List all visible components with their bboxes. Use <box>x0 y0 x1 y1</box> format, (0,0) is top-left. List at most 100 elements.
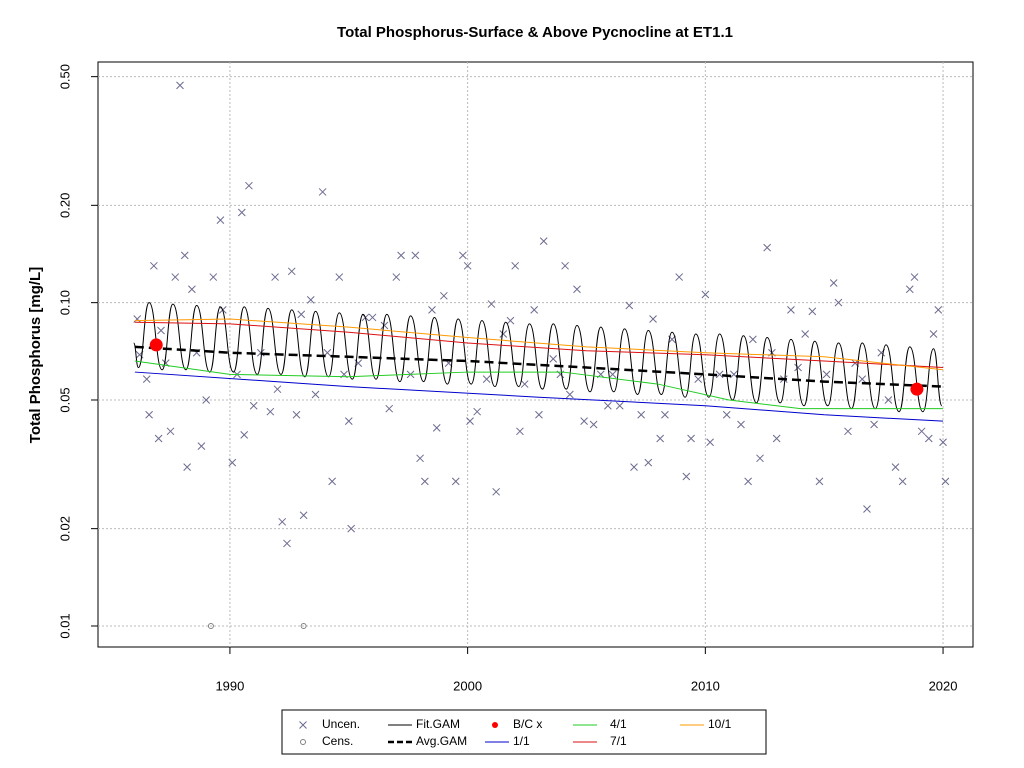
data-point <box>580 417 588 426</box>
data-point <box>145 410 153 419</box>
data-point <box>463 261 472 270</box>
data-point <box>701 290 710 299</box>
y-tick-label: 0.20 <box>57 193 72 218</box>
data-point <box>487 300 496 308</box>
data-point <box>166 427 175 436</box>
data-point <box>328 477 336 486</box>
data-point <box>237 208 246 217</box>
data-point <box>171 273 180 281</box>
legend-label: B/C x <box>513 717 542 731</box>
data-point <box>240 431 249 439</box>
data-point <box>207 622 214 629</box>
data-point <box>561 261 569 270</box>
legend-label: 1/1 <box>513 734 530 748</box>
data-point <box>516 427 524 436</box>
data-point <box>440 291 448 300</box>
data-point <box>183 463 191 471</box>
data-point <box>687 434 695 443</box>
data-point <box>300 622 307 629</box>
data-point <box>801 330 810 338</box>
data-point <box>344 417 353 426</box>
data-point <box>157 326 165 335</box>
data-point <box>306 296 315 304</box>
legend-label: Fit.GAM <box>416 717 460 731</box>
legend-label: 4/1 <box>610 717 627 731</box>
data-point <box>188 285 196 294</box>
data-point <box>870 420 878 429</box>
data-point <box>815 477 824 486</box>
legend-label: Cens. <box>322 734 353 748</box>
y-axis-label: Total Phosphorus [mg/L] <box>27 267 44 443</box>
y-tick-label: 0.10 <box>57 290 72 315</box>
legend-symbol <box>492 722 498 728</box>
data-point <box>749 335 757 344</box>
data-point <box>661 410 669 419</box>
data-point <box>202 396 211 404</box>
data-point <box>682 472 691 481</box>
data-point <box>898 477 907 486</box>
data-point <box>573 285 581 294</box>
data-point <box>283 539 291 548</box>
data-point <box>694 375 703 383</box>
data-point <box>715 370 724 379</box>
data-point <box>530 306 539 314</box>
data-line <box>134 321 944 369</box>
data-point <box>397 251 405 260</box>
data-point <box>466 417 474 426</box>
y-tick-label: 0.50 <box>57 64 72 89</box>
data-point <box>149 338 163 352</box>
data-point <box>459 251 467 260</box>
legend-label: 10/1 <box>708 717 732 731</box>
data-point <box>216 216 225 224</box>
data-point <box>197 442 206 450</box>
legend-symbol <box>299 721 307 729</box>
data-point <box>292 410 301 419</box>
data-point <box>772 434 781 443</box>
legend-symbol <box>300 739 306 745</box>
data-point <box>675 273 684 281</box>
x-tick-label: 2010 <box>691 678 720 693</box>
data-point <box>428 306 436 314</box>
data-point <box>941 477 950 486</box>
data-point <box>249 401 258 410</box>
data-point <box>150 261 158 270</box>
data-line <box>134 371 944 422</box>
data-point <box>273 385 282 394</box>
data-point <box>808 307 817 316</box>
data-point <box>420 477 429 486</box>
x-tick-label: 2000 <box>453 678 482 693</box>
data-point <box>499 330 508 338</box>
data-point <box>565 390 574 399</box>
data-point <box>656 434 665 443</box>
data-point <box>245 181 253 190</box>
y-tick-label: 0.05 <box>57 387 72 412</box>
data-point <box>722 410 731 419</box>
data-line <box>134 345 944 388</box>
x-tick-label: 2020 <box>929 678 958 693</box>
data-point <box>380 321 389 330</box>
data-point <box>608 370 617 379</box>
data-point <box>822 370 831 379</box>
data-point <box>473 407 481 416</box>
data-point <box>863 505 871 513</box>
data-point <box>917 427 926 436</box>
data-point <box>794 363 802 372</box>
data-point <box>180 251 189 260</box>
data-point <box>297 310 306 319</box>
data-point <box>756 454 764 463</box>
data-point <box>884 396 893 404</box>
data-point <box>924 434 933 443</box>
data-point <box>934 306 943 314</box>
data-point <box>482 375 491 383</box>
data-point <box>287 267 296 276</box>
data-point <box>311 390 320 399</box>
data-point <box>432 423 441 432</box>
data-point <box>549 355 558 363</box>
data-point <box>644 458 653 467</box>
data-point <box>266 407 275 416</box>
data-point <box>318 188 327 196</box>
data-point <box>910 382 924 396</box>
data-point <box>451 477 460 486</box>
data-point <box>271 273 279 281</box>
